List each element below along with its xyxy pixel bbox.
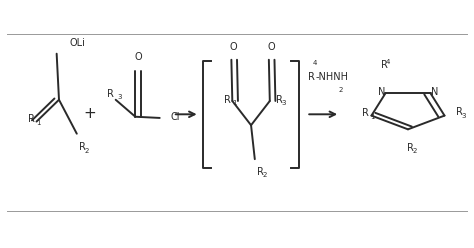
Text: O: O: [230, 42, 237, 52]
Text: Cl: Cl: [171, 112, 181, 122]
Text: 2: 2: [262, 172, 267, 178]
Text: R: R: [108, 89, 114, 99]
Text: 2: 2: [338, 87, 343, 93]
Text: N: N: [378, 87, 385, 97]
Text: N: N: [430, 87, 438, 97]
Text: 1: 1: [36, 120, 41, 126]
Text: 1: 1: [371, 114, 375, 120]
Text: R: R: [276, 95, 283, 105]
Text: 4: 4: [386, 59, 390, 65]
Text: 3: 3: [461, 113, 466, 119]
Text: O: O: [134, 52, 142, 62]
Text: R: R: [28, 114, 35, 124]
Text: 3: 3: [282, 100, 286, 106]
Text: R: R: [407, 143, 414, 153]
Text: 4: 4: [313, 60, 317, 66]
Text: R: R: [308, 72, 315, 82]
Text: OLi: OLi: [70, 38, 86, 48]
Text: 3: 3: [117, 94, 121, 100]
Text: 2: 2: [412, 148, 417, 154]
Text: R: R: [224, 95, 230, 105]
Text: O: O: [267, 42, 275, 52]
Text: R: R: [456, 107, 463, 117]
Text: 2: 2: [84, 148, 89, 154]
Text: R: R: [257, 167, 264, 177]
Text: R: R: [79, 142, 86, 152]
Text: -NHNH: -NHNH: [315, 72, 348, 82]
Text: 1: 1: [232, 100, 237, 106]
Text: R: R: [362, 108, 369, 118]
Text: R: R: [381, 61, 388, 70]
Text: +: +: [83, 106, 96, 121]
